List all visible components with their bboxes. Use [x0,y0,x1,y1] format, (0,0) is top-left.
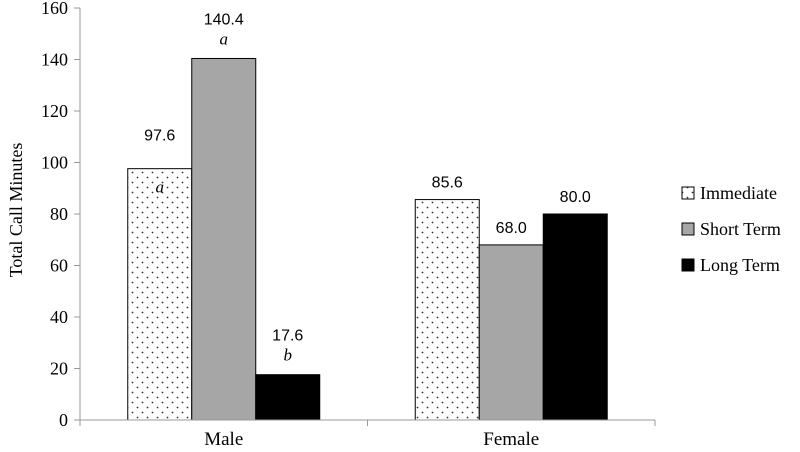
y-tick-label: 100 [41,153,68,173]
category-label: Male [204,429,243,450]
data-label: 80.0 [560,189,591,206]
data-label: 85.6 [432,175,463,192]
y-tick-label: 60 [50,256,68,276]
legend-swatch [681,186,695,200]
x-axis: Male Female [79,419,656,450]
data-labels: 97.6 140.4 17.6 85.6 68.0 80.0 a a b [144,11,591,364]
bars [127,57,608,421]
y-tick-label: 120 [41,101,68,121]
y-axis: 0 20 40 60 80 100 120 140 160 [41,0,81,430]
bar-male-immediate [127,168,193,421]
bar-male-long-term [255,374,321,421]
bar-female-long-term [542,213,608,421]
legend-label: Immediate [700,183,777,203]
legend-label: Long Term [700,255,780,275]
data-label: 97.6 [144,128,175,145]
data-label: 68.0 [496,220,527,237]
y-tick-label: 40 [50,307,68,327]
category-label: Female [483,429,539,450]
bar-female-short-term [478,244,544,421]
y-tick-label: 160 [41,0,68,18]
y-tick-label: 140 [41,50,68,70]
data-label: 17.6 [272,328,303,345]
y-tick-label: 20 [50,359,68,379]
bar-male-short-term [191,57,257,421]
bar-female-immediate [414,199,480,421]
legend-swatch [681,258,695,272]
legend-swatch [681,222,695,236]
significance-letter: b [284,346,293,365]
significance-letter: a [220,29,229,48]
y-tick-label: 0 [59,410,68,430]
significance-letter: a [156,178,165,197]
legend: Immediate Short Term Long Term [681,183,781,275]
data-label: 140.4 [204,11,244,28]
legend-label: Short Term [700,219,781,239]
y-axis-label: Total Call Minutes [6,143,26,278]
y-tick-label: 80 [50,204,68,224]
